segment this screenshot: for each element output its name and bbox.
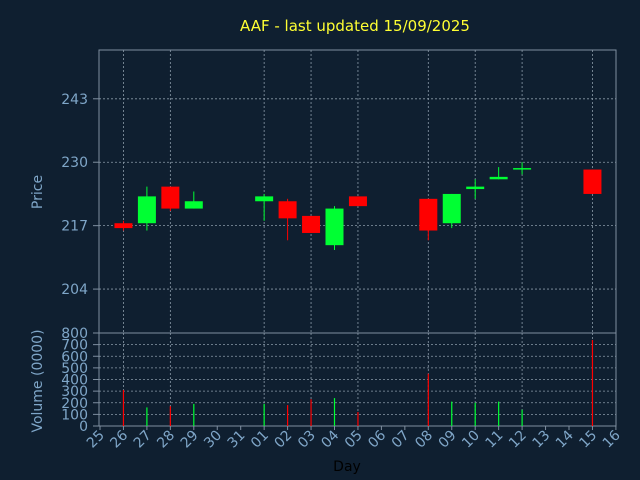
candlestick-series <box>114 162 602 251</box>
volume-bar <box>474 402 476 426</box>
volume-bar <box>591 339 594 426</box>
candle-body <box>583 169 602 194</box>
volume-bar <box>451 401 453 426</box>
price-tick-label: 230 <box>61 155 88 171</box>
price-axis-label: Price <box>30 175 46 209</box>
volume-bar <box>333 398 336 426</box>
candle-body <box>114 223 133 229</box>
volume-axis-label: Volume (0000) <box>30 329 46 432</box>
volume-tick-label: 0 <box>79 419 88 435</box>
price-y-tick-labels: 204 217 230 243 <box>61 92 99 298</box>
volume-tick-label: 200 <box>61 396 88 412</box>
candle-body <box>161 186 180 209</box>
volume-bar <box>169 406 171 426</box>
candle-body <box>419 198 438 231</box>
volume-bar <box>287 405 289 426</box>
volume-tick-label: 600 <box>61 349 88 365</box>
candle-body <box>513 168 532 170</box>
volume-bar <box>146 407 148 426</box>
volume-bar <box>427 373 429 426</box>
x-tick-labels: 25 26 27 28 29 30 31 01 02 03 04 05 06 07 08 09 10 11 12 13… <box>84 426 624 451</box>
price-tick-label: 243 <box>61 92 88 108</box>
candle-body <box>255 196 274 202</box>
volume-bar-series <box>122 339 594 426</box>
volume-bar <box>498 401 500 426</box>
candle-body <box>137 196 156 224</box>
volume-bar <box>193 403 195 426</box>
candle-body <box>184 201 203 209</box>
price-tick-label: 204 <box>61 282 88 298</box>
volume-tick-label: 400 <box>61 373 88 389</box>
volume-bar <box>357 412 359 426</box>
candle-body <box>278 201 297 219</box>
volume-tick-label: 100 <box>61 407 88 423</box>
volume-bar <box>122 389 125 426</box>
volume-tick-label: 500 <box>61 361 88 377</box>
volume-bar <box>263 403 265 426</box>
candle-body <box>325 208 344 246</box>
candle-body <box>489 176 508 180</box>
chart-title: AAF - last updated 15/09/2025 <box>240 17 470 35</box>
x-axis-label: Day <box>333 459 361 475</box>
candle-body <box>466 186 485 190</box>
volume-bar <box>521 409 523 426</box>
candle-body <box>442 193 461 224</box>
volume-tick-label: 700 <box>61 338 88 354</box>
volume-bar <box>310 399 312 426</box>
candle-body <box>348 196 367 207</box>
volume-tick-label: 800 <box>61 326 88 342</box>
price-tick-label: 217 <box>61 219 88 235</box>
volume-tick-label: 300 <box>61 384 88 400</box>
candle-body <box>302 215 321 233</box>
